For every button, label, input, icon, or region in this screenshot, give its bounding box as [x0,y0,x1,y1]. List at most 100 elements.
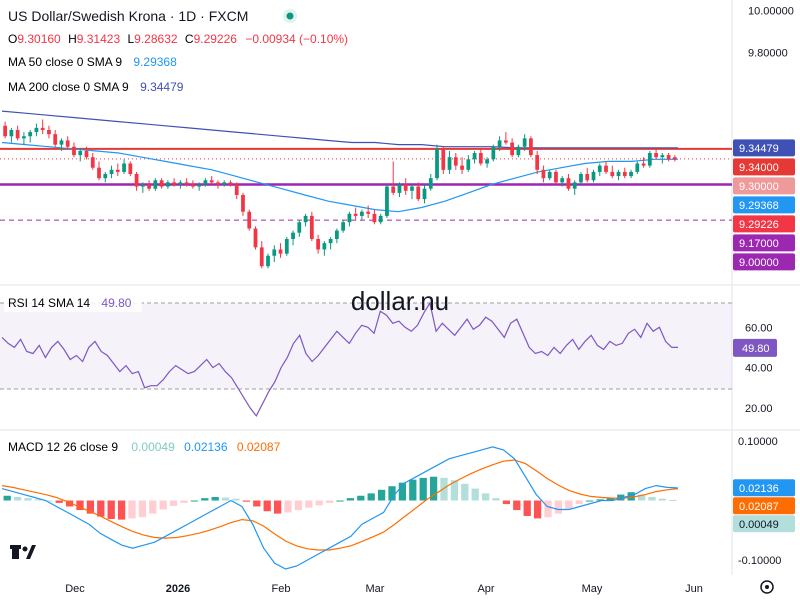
svg-text:9.17000: 9.17000 [739,238,779,250]
candle [522,134,527,151]
candle [529,136,533,158]
tradingview-logo-icon[interactable] [10,545,36,559]
macd-hist-bar [76,500,84,511]
price-tag: 9.34479 [733,139,795,157]
candle [203,178,208,187]
candle [159,178,164,189]
macd-label: MACD 12 26 close 9 [8,440,118,454]
candle [259,241,264,269]
macd-hist-bar [305,500,313,508]
candle [9,127,14,143]
candle [234,182,239,200]
time-tick-label: May [582,583,603,595]
candle [128,161,133,177]
candle [184,178,189,187]
candle [316,234,320,254]
candle [647,150,652,168]
ohlc-open-key: O [8,32,17,46]
rsi-value-tag: 49.80 [733,338,777,357]
candles [3,119,677,269]
price-tick-label: 9.80000 [748,47,788,59]
macd-hist-bar [585,500,594,502]
macd-hist-bar [471,488,479,501]
candle [541,165,546,183]
svg-text:0.02087: 0.02087 [739,501,779,513]
candle [15,125,20,141]
macd-hist-bar [533,500,542,519]
macd-legend[interactable]: MACD 12 26 close 9 0.00049 0.02136 0.020… [8,440,281,454]
candle [303,213,308,227]
candle [478,148,483,166]
settings-gear-icon[interactable] [760,580,774,594]
candle [422,184,427,204]
svg-text:0.00049: 0.00049 [739,519,779,531]
candle [566,173,571,191]
macd-signal-value: 0.02087 [237,440,281,454]
ohlc-high-key: H [68,32,77,46]
ma50-value: 9.29368 [133,55,177,69]
candle [453,153,458,170]
candle [266,253,270,269]
candle [366,205,371,219]
macd-hist-bar [575,500,583,505]
candle [391,161,396,195]
macd-hist-bar [346,498,355,501]
candle [610,165,615,179]
time-tick-label: 2026 [166,583,190,595]
candle [635,161,640,174]
horizontal-levels [0,147,732,221]
svg-text:0.02136: 0.02136 [739,483,779,495]
candle [47,125,51,139]
time-tick-label: Apr [477,583,494,595]
candle [84,146,89,160]
rsi-legend-value: 49.80 [101,296,131,310]
ma50-legend[interactable]: MA 50 close 0 SMA 9 9.29368 [8,55,177,69]
macd-hist-bar [273,500,282,514]
ma200-legend[interactable]: MA 200 close 0 SMA 9 9.34479 [8,80,184,94]
candle [428,173,433,191]
macd-hist-bar [263,500,271,512]
rsi-legend[interactable]: RSI 14 SMA 14 49.80 [8,296,132,310]
candle [447,150,452,174]
candle [253,226,258,250]
candle [297,220,302,237]
macd-hist-bar [149,500,157,514]
candle [403,178,408,195]
macd-hist-bar [190,500,199,502]
candle [222,180,227,187]
macd-value-tag: 0.02136 [733,479,795,497]
ma200-value: 9.34479 [140,80,184,94]
price-tag: 9.17000 [733,234,795,252]
candle [140,182,145,193]
candle [153,178,158,191]
chart-title: US Dollar/Swedish Krona · 1D · FXCM [8,8,248,24]
candle [485,157,489,168]
macd-hist-bar [169,500,178,506]
candle [378,213,383,225]
macd-hist-bar [367,493,375,501]
candle [629,169,633,179]
candle [134,171,139,191]
macd-hist-bar [461,483,469,501]
candle [59,138,64,151]
candle [466,155,471,172]
candle [585,167,590,183]
time-tick-label: Dec [65,583,85,595]
candle [3,121,8,139]
macd-hist-bar [669,499,677,501]
candle [28,129,33,143]
candle [172,178,177,187]
macd-hist-bar [627,492,635,501]
candle [385,184,389,219]
macd-hist-bar [648,496,656,501]
macd-hist-bar [284,500,292,513]
price-tags: 9.34479 9.34000 9.30000 9.29368 9.29226 9.170… [733,139,795,271]
macd-hist-bar [523,500,531,517]
ma200-line [1,110,678,149]
candle [115,163,120,177]
ma50-line [1,141,678,213]
price-tag: 9.34000 [733,158,795,176]
macd-hist-bar [107,500,115,519]
ohlc-high-value: 9.31423 [77,32,121,46]
